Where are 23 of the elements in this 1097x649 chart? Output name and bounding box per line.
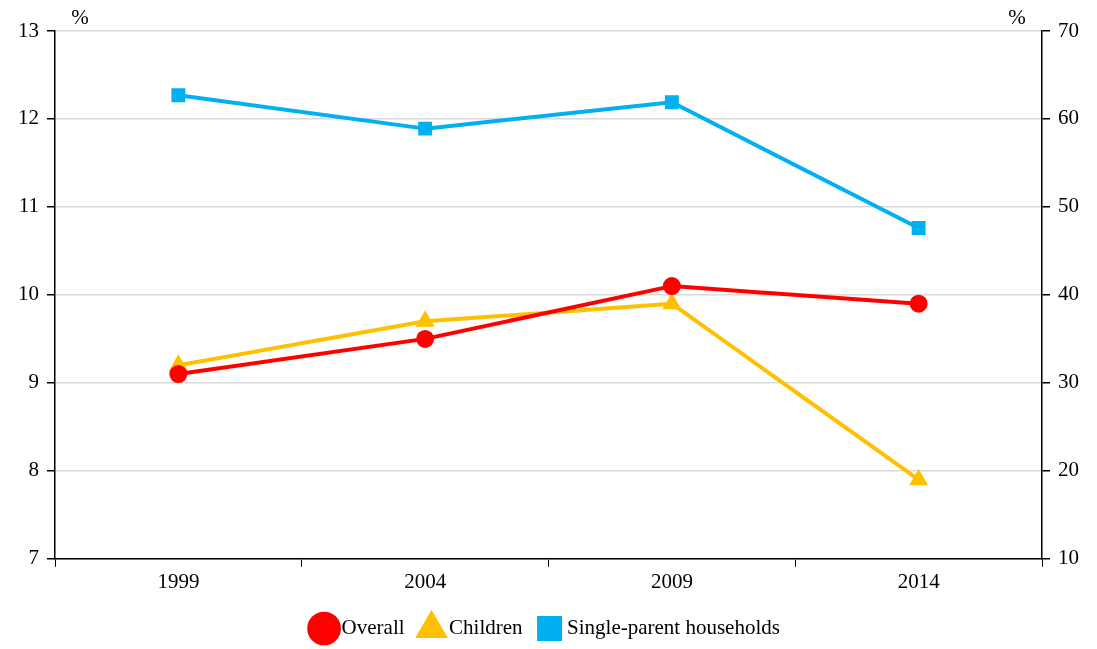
legend-label: Single-parent households [567,615,780,640]
x-tick-label: 2004 [404,568,447,593]
y2-tick-label: 20 [1058,457,1079,482]
y2-tick-label: 30 [1058,369,1079,394]
x-tick-label: 2014 [897,568,941,593]
y-axis-title: % [71,5,89,30]
legend-label: Overall [341,615,405,640]
y-tick-label: 9 [28,369,39,394]
x-tick-label: 2009 [650,568,693,593]
y2-axis-title: % [1008,5,1026,30]
y-tick-label: 13 [18,17,39,42]
y-tick-label: 10 [18,281,39,306]
y-tick-label: 8 [28,457,39,482]
y2-tick-label: 70 [1058,17,1079,42]
y-tick-label: 12 [18,105,39,130]
y-tick-label: 7 [28,545,39,570]
legend-label: Children [449,615,524,640]
y2-tick-label: 40 [1058,281,1079,306]
x-tick-label: 1999 [157,568,200,593]
y-tick-label: 11 [18,193,39,218]
y2-tick-label: 50 [1058,193,1079,218]
y2-tick-label: 10 [1058,545,1079,570]
y2-tick-label: 60 [1058,105,1079,130]
